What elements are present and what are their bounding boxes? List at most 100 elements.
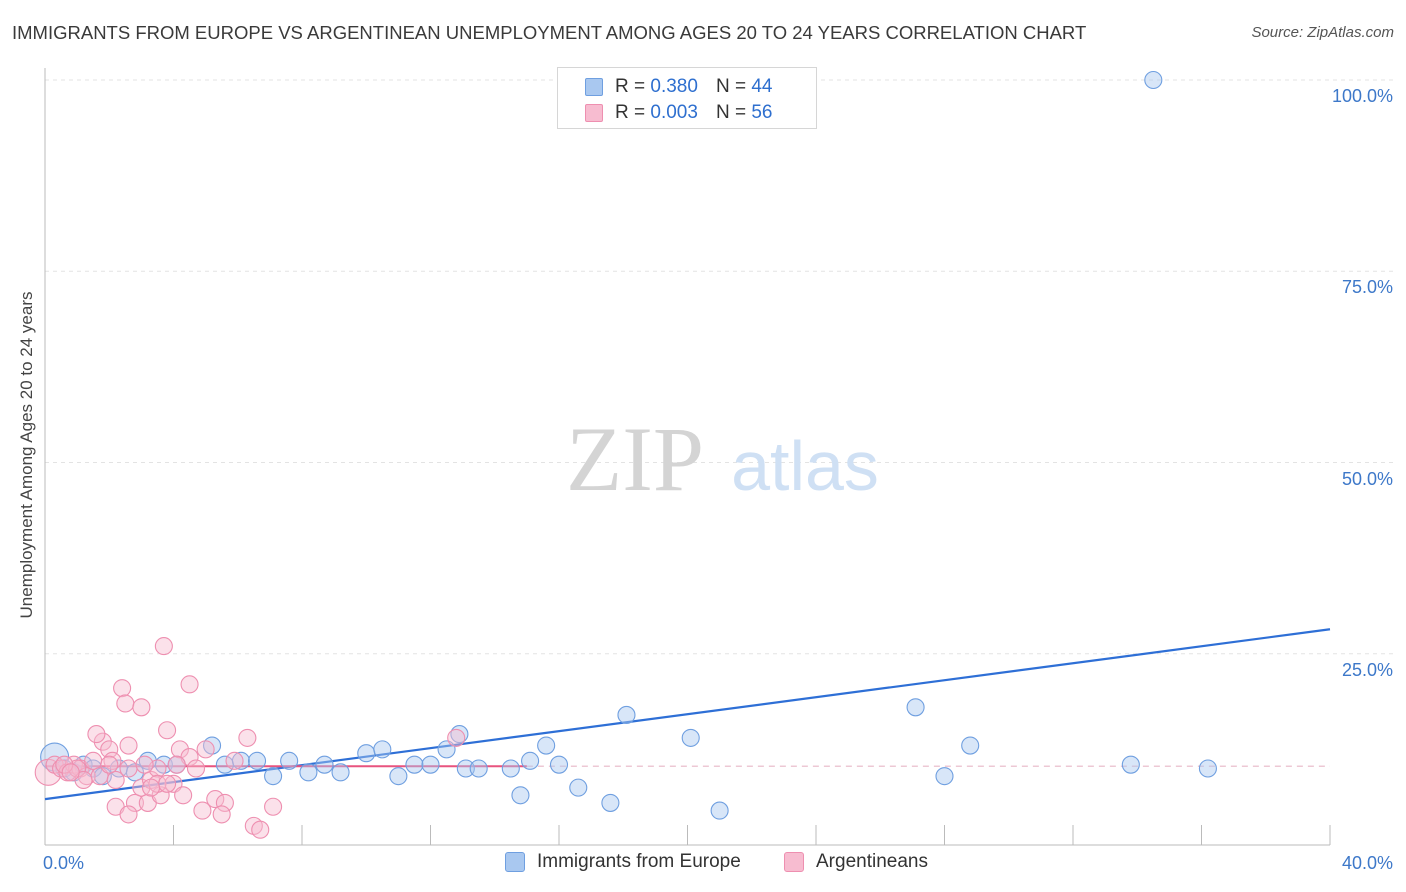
- data-point-europe: [1121, 755, 1140, 774]
- data-point-argentineans: [125, 793, 144, 812]
- legend-n-label: N =: [715, 102, 747, 123]
- data-point-argentineans: [151, 786, 170, 805]
- data-point-argentineans: [206, 790, 225, 809]
- data-point-europe: [617, 705, 636, 725]
- data-point-europe: [264, 767, 283, 786]
- axes: [44, 68, 1331, 846]
- x-tick-label-max: 40.0%: [1341, 853, 1393, 873]
- data-point-europe: [357, 744, 376, 763]
- data-point-europe: [405, 755, 424, 774]
- data-point-europe: [501, 759, 520, 778]
- data-point-argentineans: [87, 725, 106, 744]
- data-point-argentineans: [193, 801, 212, 820]
- data-point-argentineans: [186, 759, 206, 778]
- data-point-argentineans: [251, 820, 270, 839]
- data-point-europe: [456, 759, 475, 778]
- data-point-europe: [681, 728, 700, 747]
- y-tick-label-100: 100.0%: [1331, 86, 1393, 106]
- data-point-argentineans: [119, 805, 138, 824]
- data-point-europe: [511, 786, 530, 805]
- data-point-europe: [935, 767, 954, 786]
- y-tick-label-75: 75.0%: [1341, 277, 1393, 298]
- series-swatch-argentineans: [784, 852, 804, 872]
- data-point-europe: [231, 751, 251, 770]
- data-point-europe: [331, 763, 350, 782]
- data-point-europe: [421, 755, 440, 774]
- data-point-argentineans: [116, 694, 135, 713]
- data-point-argentineans: [158, 721, 177, 740]
- legend-row-argentineans: R = 0.003 N = 56: [585, 100, 772, 126]
- data-point-argentineans: [167, 755, 186, 774]
- data-point-europe: [280, 751, 299, 770]
- data-point-europe: [521, 751, 540, 770]
- data-point-argentineans: [119, 759, 138, 778]
- data-point-europe: [601, 793, 620, 812]
- legend-r-label: R =: [615, 76, 646, 97]
- data-point-argentineans: [93, 732, 112, 751]
- series-label-europe: Immigrants from Europe: [537, 851, 741, 872]
- watermark-zip: ZIP: [566, 408, 704, 510]
- data-point-europe: [299, 763, 318, 782]
- data-point-europe: [389, 767, 408, 786]
- legend-swatch-argentineans: [585, 104, 603, 122]
- source-label: Source: ZipAtlas.com: [1251, 24, 1394, 41]
- data-point-argentineans: [132, 698, 151, 717]
- gridlines: [45, 79, 1395, 655]
- data-point-argentineans: [238, 728, 257, 747]
- series-legend-europe[interactable]: Immigrants from Europe: [505, 851, 741, 873]
- data-point-argentineans: [158, 774, 177, 793]
- series-label-argentineans: Argentineans: [816, 851, 928, 872]
- data-point-argentineans: [106, 770, 125, 790]
- chart-title: IMMIGRANTS FROM EUROPE VS ARGENTINEAN UN…: [12, 22, 1087, 43]
- data-point-europe: [549, 755, 569, 774]
- data-point-argentineans: [196, 740, 215, 759]
- data-point-argentineans: [84, 751, 103, 770]
- data-point-argentineans: [215, 793, 234, 812]
- data-point-europe: [710, 801, 729, 820]
- legend-r-label: R =: [615, 102, 646, 123]
- data-point-argentineans: [170, 740, 189, 759]
- data-point-argentineans: [61, 763, 80, 782]
- data-point-argentineans: [113, 679, 132, 698]
- data-point-argentineans: [447, 728, 466, 747]
- data-point-argentineans: [154, 637, 173, 656]
- legend-r-value: 0.380: [650, 76, 698, 97]
- data-point-europe: [906, 698, 925, 717]
- legend-n-value: 56: [751, 102, 773, 123]
- data-point-europe: [247, 751, 267, 770]
- y-tick-label-50: 50.0%: [1341, 468, 1393, 489]
- data-point-europe: [961, 736, 980, 755]
- legend-swatch-europe: [585, 78, 603, 96]
- data-point-europe: [1198, 759, 1217, 778]
- legend-row-europe: R = 0.380 N = 44: [585, 74, 772, 100]
- data-point-europe: [537, 736, 556, 755]
- data-point-argentineans: [264, 797, 283, 816]
- data-point-europe: [569, 778, 588, 797]
- series-legend-argentineans[interactable]: Argentineans: [784, 851, 928, 873]
- x-tick-label-min: 0.0%: [43, 853, 85, 873]
- watermark-atlas: atlas: [731, 427, 879, 505]
- data-point-argentineans: [100, 740, 119, 759]
- legend-n-value: 44: [751, 76, 773, 97]
- data-point-argentineans: [174, 786, 193, 805]
- legend-r-value: 0.003: [650, 102, 698, 123]
- data-point-europe: [469, 759, 488, 778]
- data-point-argentineans: [100, 755, 119, 774]
- data-point-argentineans: [180, 675, 199, 694]
- data-point-europe: [315, 755, 334, 774]
- trend-lines: [44, 628, 1331, 801]
- correlation-legend: R = 0.380 N = 44 R = 0.003 N = 56: [557, 67, 817, 129]
- data-point-argentineans: [212, 805, 231, 824]
- series-legend: Immigrants from Europe Argentineans: [0, 851, 1406, 877]
- legend-n-label: N =: [715, 76, 747, 97]
- data-point-argentineans: [119, 736, 138, 755]
- data-point-europe: [373, 740, 392, 759]
- data-point-europe: [1144, 70, 1163, 90]
- data-point-argentineans: [225, 751, 244, 770]
- y-tick-label-25: 25.0%: [1341, 659, 1393, 680]
- data-points: [34, 70, 1217, 839]
- data-point-argentineans: [135, 755, 154, 774]
- series-swatch-europe: [505, 852, 525, 872]
- data-point-argentineans: [55, 755, 74, 774]
